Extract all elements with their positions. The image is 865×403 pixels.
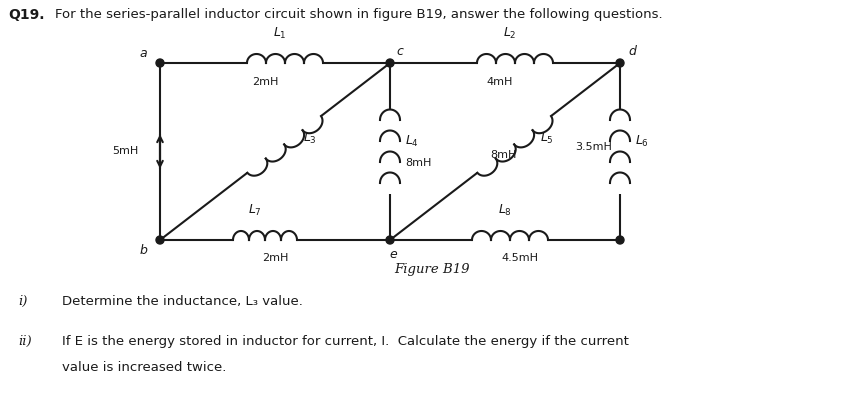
Text: Determine the inductance, L₃ value.: Determine the inductance, L₃ value. bbox=[62, 295, 303, 308]
Text: $L_3$: $L_3$ bbox=[303, 131, 317, 145]
Text: If E is the energy stored in inductor for current, I.  Calculate the energy if t: If E is the energy stored in inductor fo… bbox=[62, 335, 629, 348]
Text: Figure B19: Figure B19 bbox=[394, 263, 470, 276]
Text: 5mH: 5mH bbox=[112, 147, 138, 156]
Text: $L_6$: $L_6$ bbox=[635, 134, 649, 149]
Text: $L_8$: $L_8$ bbox=[498, 203, 512, 218]
Text: 2mH: 2mH bbox=[262, 253, 288, 263]
Text: $L_4$: $L_4$ bbox=[405, 134, 419, 149]
Text: $L_2$: $L_2$ bbox=[503, 26, 516, 41]
Text: $c$: $c$ bbox=[396, 45, 405, 58]
Text: value is increased twice.: value is increased twice. bbox=[62, 361, 227, 374]
Text: $a$: $a$ bbox=[139, 47, 148, 60]
Text: $L_5$: $L_5$ bbox=[540, 131, 554, 145]
Text: Q19.: Q19. bbox=[8, 8, 44, 22]
Text: $L_7$: $L_7$ bbox=[248, 203, 262, 218]
Circle shape bbox=[156, 59, 164, 67]
Text: For the series-parallel inductor circuit shown in figure B19, answer the followi: For the series-parallel inductor circuit… bbox=[55, 8, 663, 21]
Text: $b$: $b$ bbox=[138, 243, 148, 257]
Text: $d$: $d$ bbox=[628, 44, 638, 58]
Text: 2mH: 2mH bbox=[252, 77, 279, 87]
Text: 4mH: 4mH bbox=[487, 77, 513, 87]
Circle shape bbox=[386, 59, 394, 67]
Circle shape bbox=[386, 236, 394, 244]
Text: $L_1$: $L_1$ bbox=[273, 26, 287, 41]
Circle shape bbox=[616, 59, 624, 67]
Text: $e$: $e$ bbox=[389, 248, 399, 261]
Circle shape bbox=[156, 236, 164, 244]
Text: 4.5mH: 4.5mH bbox=[502, 253, 539, 263]
Text: i): i) bbox=[18, 295, 28, 308]
Text: 8mH: 8mH bbox=[405, 158, 432, 168]
Text: 3.5mH: 3.5mH bbox=[575, 141, 612, 152]
Text: ii): ii) bbox=[18, 335, 32, 348]
Circle shape bbox=[616, 236, 624, 244]
Text: 8mH: 8mH bbox=[490, 150, 516, 160]
